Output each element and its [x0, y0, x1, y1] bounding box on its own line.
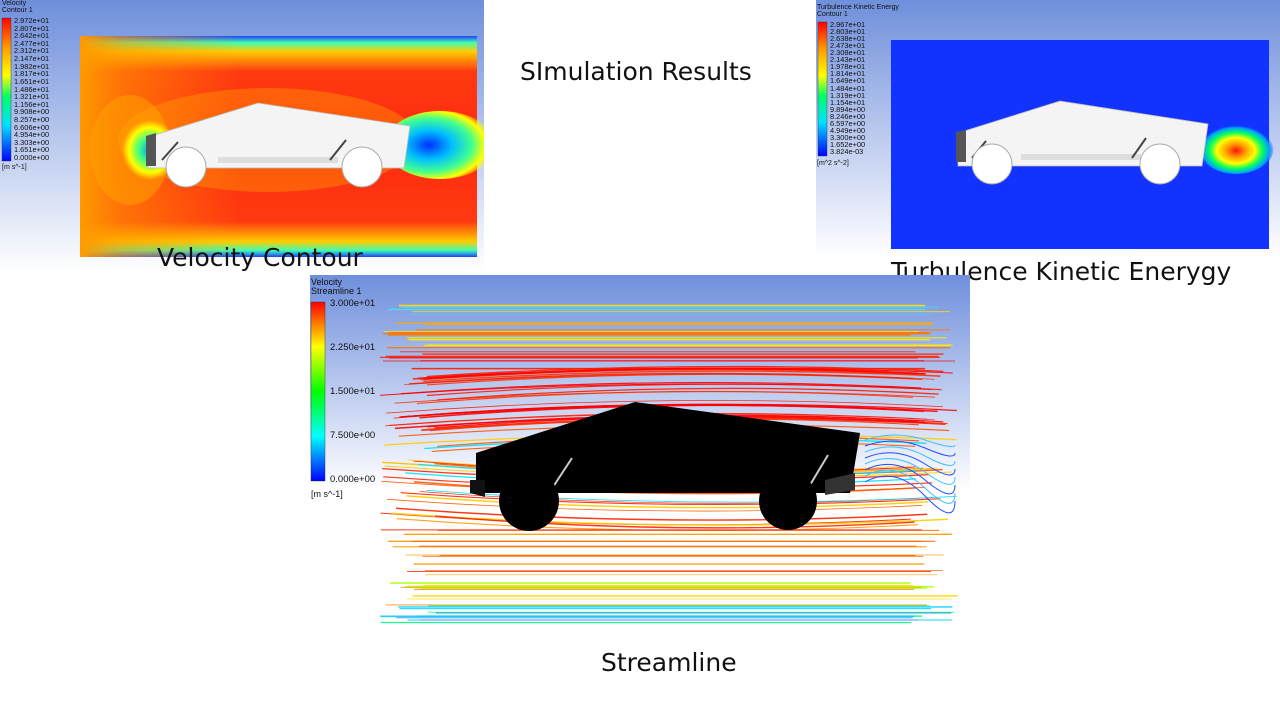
colorbar-tick-label: 0.000e+00 — [330, 474, 376, 485]
colorbar-tick-label: 4.949e+00 — [830, 125, 866, 135]
colorbar — [1, 17, 12, 162]
wake-vortex-path — [864, 446, 956, 466]
streamline-path — [435, 515, 915, 529]
colorbar-tick-label: 3.824e-03 — [830, 147, 864, 156]
colorbar-tick-label: 3.300e+00 — [830, 132, 866, 142]
wake-vortex-path — [864, 469, 956, 504]
legend-unit: [m s^-1] — [311, 489, 343, 499]
colorbar-tick-label: 0.000e+00 — [14, 153, 50, 162]
colorbar-tick-label: 7.500e+00 — [330, 430, 376, 441]
colorbar-tick-label: 2.473e+01 — [830, 41, 866, 51]
wake-vortex-path — [864, 458, 956, 485]
turbulence-ke-panel: Turbulence Kinetic Energy Contour 1 2.96… — [816, 0, 1280, 257]
streamline-path — [417, 367, 953, 379]
colorbar-tick-label: 1.156e+01 — [14, 99, 50, 109]
colorbar-tick-label: 1.484e+01 — [830, 83, 866, 93]
wake-vortex-path — [864, 452, 956, 476]
colorbar-tick-label: 3.000e+01 — [330, 298, 376, 309]
colorbar-tick-label: 2.477e+01 — [14, 38, 50, 48]
streamline-path — [400, 492, 941, 506]
streamline-path — [386, 400, 944, 414]
streamline-path — [396, 507, 928, 521]
car-body — [146, 102, 411, 188]
streamline-path — [424, 368, 925, 380]
streamline-path — [419, 404, 938, 419]
streamline-panel: Velocity Streamline 1 3.000e+01 2.250e+01… — [310, 275, 970, 633]
velocity-contour-caption: Velocity Contour — [157, 243, 363, 272]
colorbar-tick-label: 4.954e+00 — [14, 130, 50, 140]
legend-title: Turbulence Kinetic Energy — [817, 4, 899, 11]
colorbar-tick-label: 8.257e+00 — [14, 114, 50, 124]
legend-subtitle: Contour 1 — [817, 11, 848, 18]
colorbar-tick-label: 3.303e+00 — [14, 137, 50, 147]
car-body — [956, 100, 1209, 185]
car-body — [470, 402, 860, 531]
streamline-path — [387, 498, 923, 512]
velocity-contour-panel: Velocity Contour 1 2.972e+01 2.807e+01 2.6… — [0, 0, 484, 272]
colorbar-tick-label: 1.500e+01 — [330, 386, 376, 397]
colorbar-tick-label: 1.817e+01 — [14, 69, 50, 79]
colorbar-tick-label: 2.308e+01 — [830, 48, 866, 58]
streamline-path — [419, 491, 934, 504]
streamline-plot — [310, 275, 970, 633]
page-title: SImulation Results — [520, 57, 752, 86]
wake-vortex-path — [864, 475, 956, 514]
colorbar-tick-label: 1.814e+01 — [830, 69, 866, 79]
velocity-contour-plot — [0, 0, 484, 272]
colorbar-tick-label: 2.143e+01 — [830, 55, 866, 65]
colorbar-tick-label: 1.649e+01 — [830, 76, 866, 86]
colorbar-tick-label: 1.651e+00 — [14, 145, 50, 155]
colorbar-tick-label: 6.597e+00 — [830, 118, 866, 128]
colorbar-tick-label: 2.972e+01 — [14, 16, 50, 25]
colorbar-tick-label: 6.606e+00 — [14, 122, 50, 132]
streamline-path — [406, 495, 929, 509]
legend-unit: [m s^-1] — [2, 164, 27, 171]
streamline-path — [436, 387, 939, 401]
colorbar-tick-label: 1.319e+01 — [830, 90, 866, 100]
colorbar-tick-label: 2.638e+01 — [830, 34, 866, 44]
wake-vortex-path — [864, 434, 956, 448]
colorbar-tick-label: 2.967e+01 — [830, 20, 866, 29]
streamline-path — [400, 381, 922, 395]
colorbar-tick-label: 1.652e+00 — [830, 139, 866, 149]
turbulence-ke-plot — [816, 0, 1280, 257]
legend-title: Velocity — [311, 277, 343, 287]
colorbar-tick-label: 9.894e+00 — [830, 104, 866, 114]
colorbar-tick-label: 9.908e+00 — [14, 107, 50, 117]
legend-title: Velocity — [2, 0, 27, 7]
legend-subtitle: Contour 1 — [2, 7, 33, 14]
colorbar-tick-label: 1.486e+01 — [14, 84, 50, 94]
streamline-path — [423, 370, 941, 383]
streamline-path — [426, 365, 944, 378]
colorbar-tick-label: 2.312e+01 — [14, 46, 50, 56]
wake-vortex-path — [864, 440, 956, 457]
streamline-path — [416, 391, 914, 405]
streamline-caption: Streamline — [601, 648, 737, 677]
colorbar-tick-label: 2.803e+01 — [830, 27, 866, 37]
colorbar-tick-label: 1.982e+01 — [14, 61, 50, 71]
colorbar-tick-label: 2.807e+01 — [14, 23, 50, 33]
colorbar-tick-label: 1.651e+01 — [14, 76, 50, 86]
colorbar — [817, 21, 828, 157]
colorbar-tick-label: 2.642e+01 — [14, 31, 50, 41]
legend-subtitle: Streamline 1 — [311, 286, 362, 296]
colorbar-tick-label: 8.246e+00 — [830, 111, 866, 121]
colorbar-tick-label: 1.321e+01 — [14, 92, 50, 102]
colorbar-tick-label: 1.154e+01 — [830, 97, 866, 107]
colorbar — [310, 301, 326, 482]
colorbar-tick-label: 2.147e+01 — [14, 54, 50, 64]
legend-unit: [m^2 s^-2] — [817, 160, 849, 167]
streamline-path — [408, 372, 914, 385]
colorbar-tick-label: 1.978e+01 — [830, 62, 866, 72]
streamline-path — [379, 383, 932, 396]
wake-vortex-path — [864, 463, 956, 495]
colorbar-tick-label: 2.250e+01 — [330, 342, 376, 353]
streamline-path — [400, 403, 957, 418]
